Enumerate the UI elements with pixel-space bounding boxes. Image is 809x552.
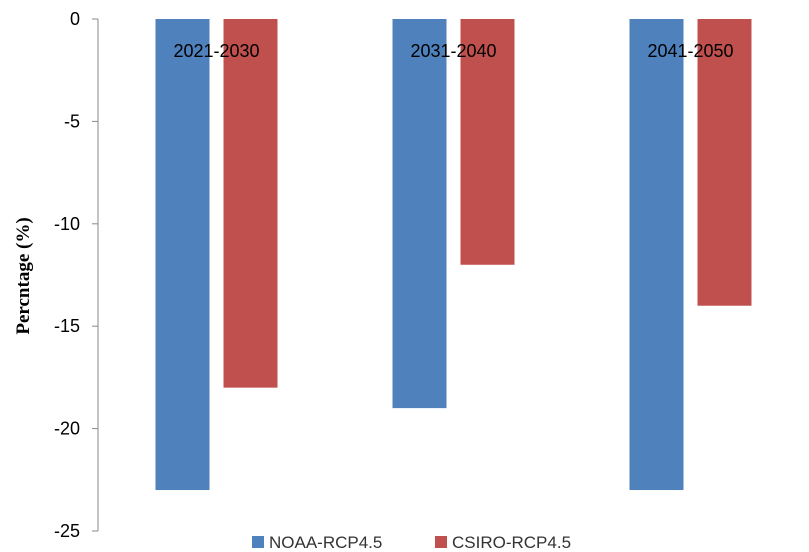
category-label: 2021-2030: [173, 41, 259, 61]
legend-swatch: [435, 536, 447, 548]
bar-csiro-rcp4.5-2021-2030: [223, 19, 278, 388]
category-labels: 2021-2030 2031-2040 2041-2050: [173, 41, 733, 61]
y-tick-label: -5: [64, 111, 80, 131]
category-label: 2041-2050: [647, 41, 733, 61]
y-tick-label: 0: [70, 9, 80, 29]
bar-csiro-rcp4.5-2041-2050: [697, 19, 752, 306]
legend-swatch: [252, 536, 264, 548]
y-axis-title: Percntage (%): [13, 217, 34, 334]
y-axis: 0 -5 -10 -15 -20 -25: [54, 9, 99, 541]
bar-csiro-rcp4.5-2031-2040: [460, 19, 515, 265]
legend: NOAA-RCP4.5 CSIRO-RCP4.5: [252, 533, 571, 552]
bar-noaa-rcp4.5-2031-2040: [392, 19, 447, 409]
category-label: 2031-2040: [410, 41, 496, 61]
legend-label: NOAA-RCP4.5: [269, 533, 382, 552]
bar-noaa-rcp4.5-2041-2050: [629, 19, 684, 491]
bar-series: [155, 19, 752, 491]
y-tick-label: -25: [54, 521, 80, 541]
y-tick-label: -10: [54, 214, 80, 234]
y-tick-label: -15: [54, 316, 80, 336]
legend-label: CSIRO-RCP4.5: [452, 533, 571, 552]
y-tick-label: -20: [54, 419, 80, 439]
bar-noaa-rcp4.5-2021-2030: [155, 19, 210, 491]
